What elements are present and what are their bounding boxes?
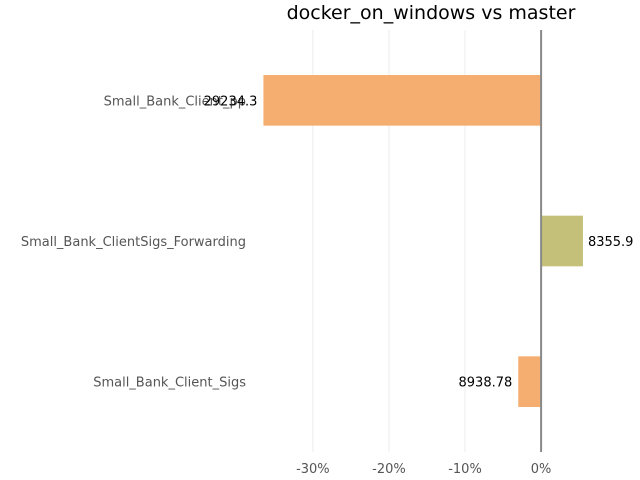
- category-label: Small_Bank_Client_pp: [104, 94, 246, 109]
- data-label: 29234.3: [204, 94, 258, 109]
- x-tick-label: -20%: [372, 462, 406, 477]
- category-label: Small_Bank_Client_Sigs: [93, 376, 246, 391]
- data-label: 8355.9: [588, 235, 634, 250]
- bar: [518, 356, 542, 407]
- data-label: 8938.78: [459, 376, 513, 391]
- bar: [263, 75, 542, 126]
- x-tick-label: -30%: [296, 462, 330, 477]
- x-axis-ticks: -30% -20% -10% 0%: [296, 462, 551, 477]
- category-label: Small_Bank_ClientSigs_Forwarding: [21, 235, 246, 250]
- x-tick-label: 0%: [531, 462, 552, 477]
- x-tick-label: -10%: [448, 462, 482, 477]
- chart-title: docker_on_windows vs master: [287, 2, 576, 24]
- bar: [541, 215, 583, 267]
- bars: [263, 75, 583, 407]
- category-labels: Small_Bank_Client_pp Small_Bank_ClientSig…: [21, 94, 246, 390]
- data-labels: 29234.3 8355.9 8938.78: [204, 94, 634, 390]
